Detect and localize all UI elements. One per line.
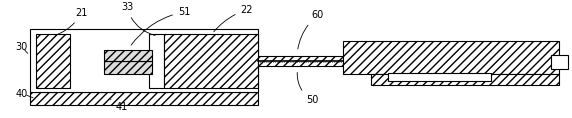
Bar xyxy=(149,34,164,88)
Bar xyxy=(343,41,559,74)
Text: 60: 60 xyxy=(298,10,324,49)
Bar xyxy=(257,56,343,66)
Bar xyxy=(30,29,257,92)
Bar xyxy=(551,55,568,69)
Bar xyxy=(35,34,70,88)
Bar xyxy=(104,61,152,74)
Text: 50: 50 xyxy=(297,72,318,105)
Bar xyxy=(371,74,559,85)
Bar xyxy=(30,92,257,105)
Text: 41: 41 xyxy=(110,99,128,112)
Bar xyxy=(164,34,257,88)
Bar xyxy=(388,73,491,81)
Text: 40: 40 xyxy=(15,89,28,99)
Text: 22: 22 xyxy=(214,5,253,32)
Text: 33: 33 xyxy=(121,2,155,36)
Text: 30: 30 xyxy=(15,42,28,52)
Text: 51: 51 xyxy=(131,7,190,45)
Bar xyxy=(104,50,152,61)
Text: 21: 21 xyxy=(55,8,88,35)
